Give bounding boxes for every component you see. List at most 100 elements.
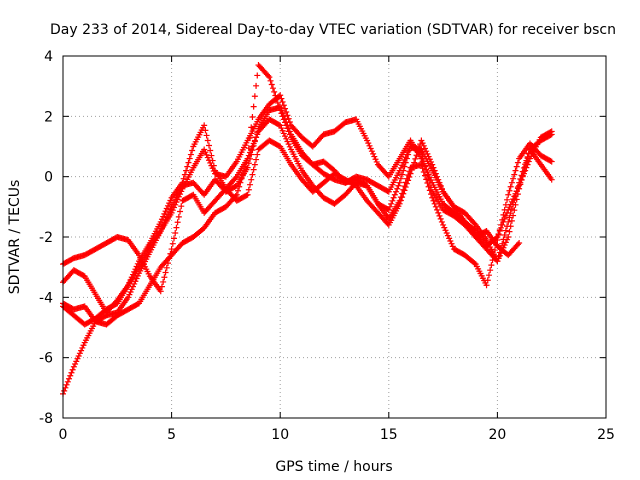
data-point — [425, 153, 432, 160]
data-point — [79, 344, 86, 351]
data-point — [202, 127, 209, 134]
data-point — [517, 181, 524, 188]
data-point — [438, 185, 445, 192]
data-point — [209, 157, 216, 164]
data-point — [187, 151, 194, 158]
data-point — [128, 274, 135, 281]
data-point — [508, 179, 515, 186]
data-point — [286, 131, 293, 138]
data-point — [253, 82, 260, 89]
data-point — [373, 158, 380, 165]
chart-title: Day 233 of 2014, Sidereal Day-to-day VTE… — [50, 22, 616, 38]
data-point — [249, 171, 256, 178]
data-point — [368, 148, 375, 155]
data-point — [234, 187, 241, 194]
data-point — [254, 131, 261, 138]
data-point — [505, 206, 512, 213]
x-tick-label: 5 — [167, 427, 176, 443]
data-point — [408, 166, 415, 173]
data-point — [265, 72, 272, 79]
data-point — [162, 269, 169, 276]
data-point — [249, 143, 256, 150]
data-point — [510, 212, 517, 219]
x-tick-label: 25 — [597, 427, 615, 443]
data-point — [372, 156, 379, 163]
data-point — [126, 279, 133, 286]
data-point — [504, 236, 511, 243]
data-point — [448, 240, 455, 247]
data-point — [202, 149, 209, 156]
data-point — [512, 201, 519, 208]
data-point — [172, 201, 179, 208]
data-point — [513, 196, 520, 203]
data-point — [189, 147, 196, 154]
data-point — [441, 224, 448, 231]
data-point — [131, 280, 138, 287]
data-point — [449, 243, 456, 250]
data-point — [125, 282, 132, 289]
data-point — [499, 221, 506, 228]
data-point — [207, 147, 214, 154]
data-point — [548, 176, 555, 183]
data-point — [367, 145, 374, 152]
data-point — [131, 268, 138, 275]
data-point — [237, 179, 244, 186]
data-point — [254, 72, 261, 79]
data-point — [425, 183, 432, 190]
data-point — [163, 264, 170, 271]
data-point — [422, 145, 428, 152]
data-point — [504, 196, 511, 203]
data-point — [169, 207, 176, 214]
data-point — [129, 283, 136, 290]
data-point — [248, 146, 255, 153]
data-point — [203, 151, 210, 158]
data-point — [485, 272, 492, 279]
data-point — [250, 166, 257, 173]
data-point — [68, 369, 75, 376]
data-point — [501, 231, 508, 238]
data-point — [415, 144, 422, 151]
data-point — [519, 172, 526, 179]
data-point — [511, 171, 518, 178]
data-point — [168, 209, 175, 216]
data-point — [278, 95, 285, 102]
data-point — [508, 198, 515, 205]
data-point — [279, 98, 286, 105]
data-point — [508, 217, 515, 224]
y-axis-title: SDTVAR / TECUs — [7, 180, 23, 295]
data-point — [269, 85, 276, 92]
data-point — [395, 182, 402, 189]
data-point — [426, 174, 433, 181]
data-point — [73, 358, 80, 365]
data-point — [76, 350, 83, 357]
data-point — [442, 227, 449, 234]
data-point — [128, 286, 135, 293]
data-point — [250, 140, 257, 147]
data-point — [418, 137, 425, 144]
data-point — [494, 258, 501, 265]
data-point — [66, 375, 73, 382]
data-point — [396, 179, 403, 186]
data-point — [428, 177, 435, 184]
grid-lines — [63, 56, 606, 418]
data-point — [403, 180, 410, 187]
data-point — [185, 159, 192, 166]
data-point — [370, 150, 377, 157]
data-point — [514, 191, 521, 198]
data-point — [158, 283, 165, 290]
data-point — [438, 218, 445, 225]
data-point — [80, 342, 87, 349]
data-point — [432, 203, 439, 210]
data-point — [271, 88, 278, 95]
data-point — [251, 137, 258, 144]
data-point — [435, 176, 442, 183]
data-point — [63, 381, 70, 388]
data-point — [403, 155, 410, 162]
data-point — [284, 125, 291, 132]
data-point — [431, 200, 438, 207]
data-point — [496, 252, 503, 259]
data-point — [397, 175, 404, 182]
data-point — [280, 130, 287, 137]
data-point — [175, 193, 182, 200]
